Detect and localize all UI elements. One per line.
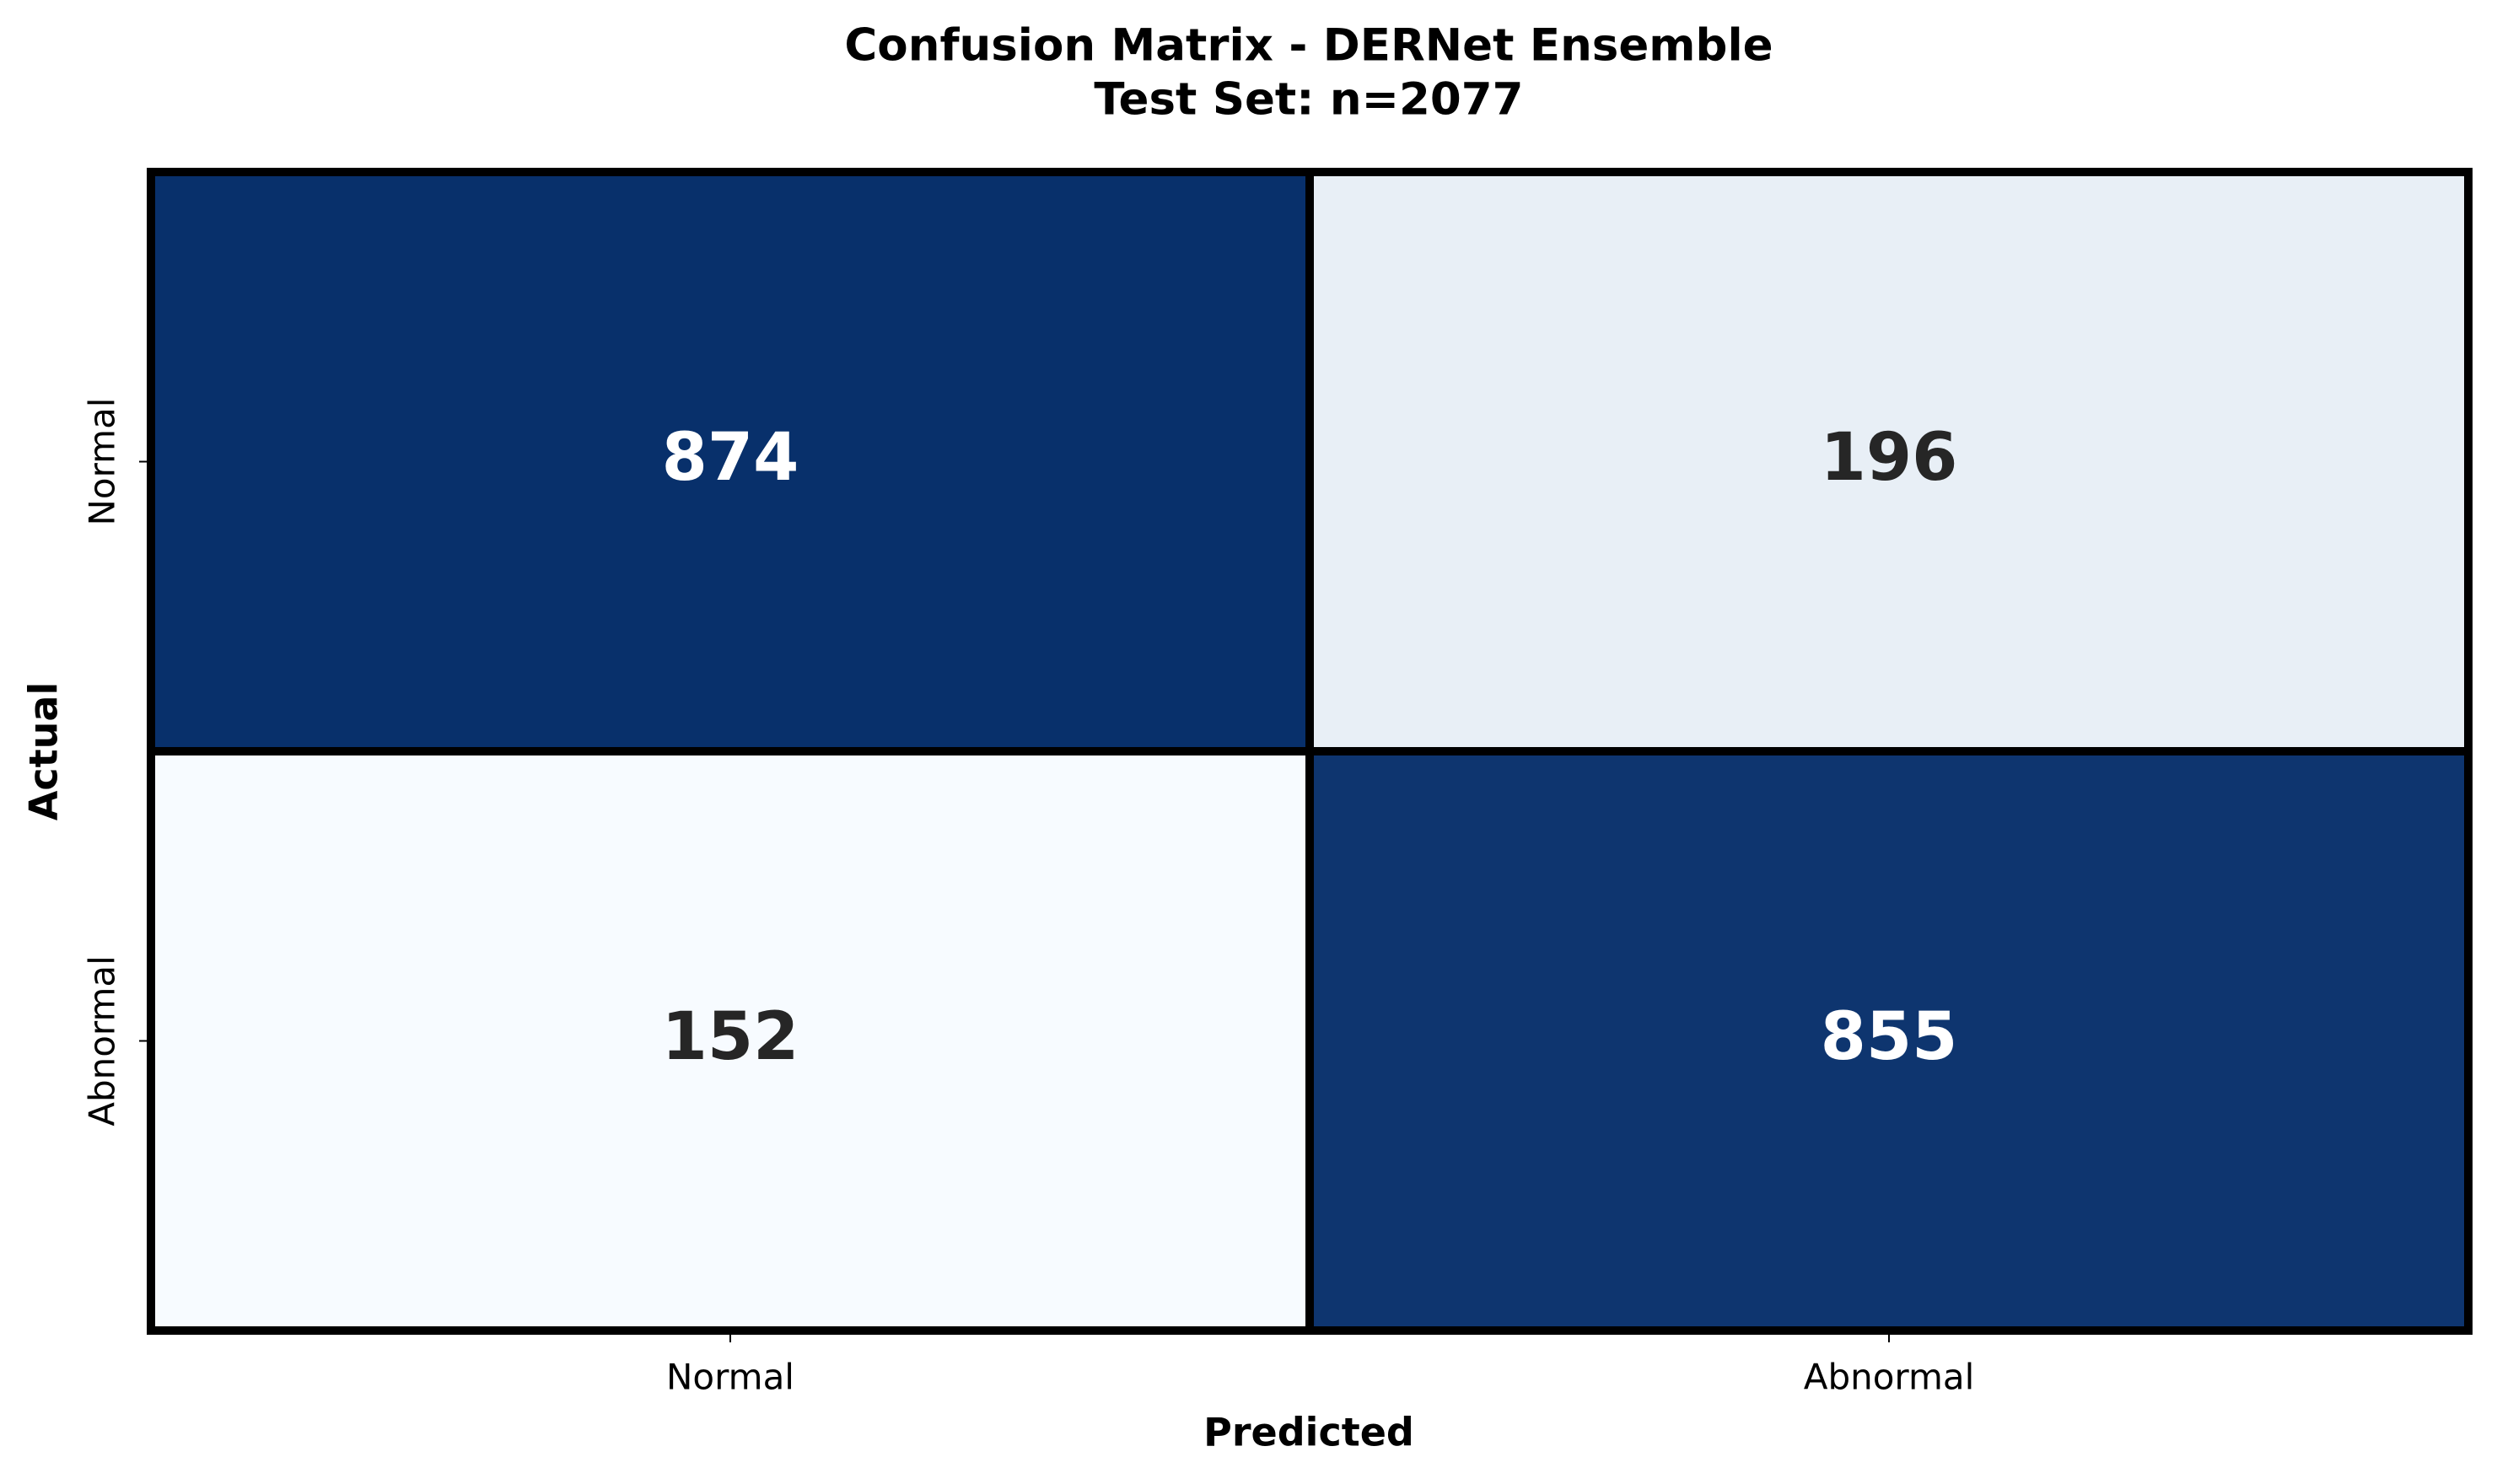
x-tick-label: Abnormal [1804, 1357, 1975, 1398]
cell-label: 874 [662, 420, 799, 496]
cell-label: 855 [1821, 999, 1958, 1075]
plot-frame [148, 169, 2471, 1333]
heatmap-cell [1305, 747, 2473, 1335]
heatmap-cell [147, 168, 1314, 755]
chart-subtitle: Test Set: n=2077 [1094, 74, 1523, 126]
y-tick-label: Normal [82, 398, 123, 526]
chart-title: Confusion Matrix - DERNet Ensemble [844, 20, 1773, 72]
x-axis-label: Predicted [1203, 1410, 1414, 1455]
x-tick-label: Normal [666, 1357, 794, 1398]
y-axis-label: Actual [21, 682, 67, 820]
heatmap-cell [147, 747, 1314, 1335]
cell-label: 196 [1821, 420, 1958, 496]
y-tick-label: Abnormal [82, 955, 123, 1126]
cell-label: 152 [662, 999, 799, 1075]
heatmap-cell [1305, 168, 2473, 755]
